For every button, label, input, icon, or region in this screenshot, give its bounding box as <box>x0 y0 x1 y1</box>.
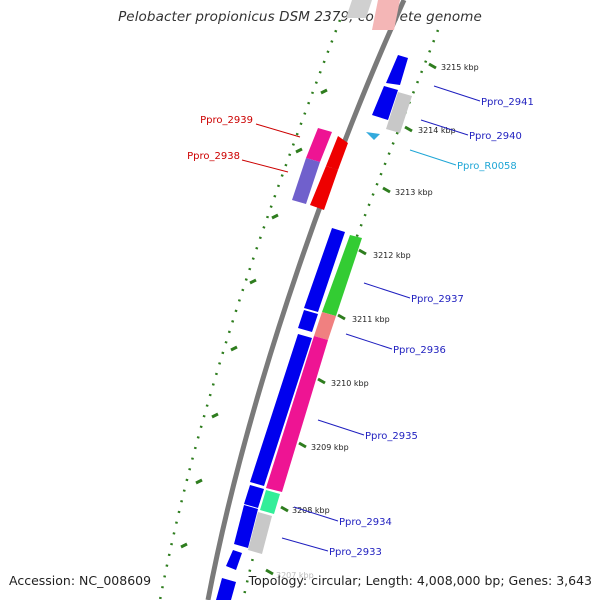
scale-tick <box>280 505 289 513</box>
gene-label: Ppro_2933 <box>329 547 382 558</box>
genome-backbone <box>205 0 407 600</box>
leader-line <box>420 119 469 136</box>
gene-feature-blue-5 <box>244 485 264 508</box>
gene-label: Ppro_2937 <box>411 294 464 305</box>
scale-label: 3207 kbp <box>276 571 314 580</box>
gene-feature-top-pink <box>372 0 400 30</box>
gene-feature-2939-magenta <box>306 128 332 162</box>
scale-label: 3212 kbp <box>373 251 411 260</box>
gene-label: Ppro_2935 <box>365 431 418 442</box>
inner-ticks <box>180 88 328 549</box>
gene-label: Ppro_R0058 <box>457 161 517 172</box>
gene-feature-2939-arrow <box>326 136 348 170</box>
gene-label: Ppro_2934 <box>339 517 392 528</box>
leader-line <box>255 123 301 138</box>
gene-label: Ppro_2941 <box>481 97 534 108</box>
scale-label: 3211 kbp <box>352 315 390 324</box>
scale-label: 3210 kbp <box>331 379 369 388</box>
accession-text: Accession: NC_008609 <box>9 573 152 588</box>
scale-label: 3208 kbp <box>292 506 330 515</box>
scale-tick <box>358 248 367 256</box>
leader-line <box>293 506 339 522</box>
scale-tick <box>337 313 346 321</box>
gene-label: Ppro_2936 <box>393 345 446 356</box>
gene-feature-2936-salmon <box>314 312 336 340</box>
gene-feature-blue-8 <box>216 578 236 600</box>
leader-line <box>345 333 393 350</box>
scale-tick <box>428 62 437 70</box>
gene-feature-2941 <box>386 55 408 85</box>
leader-line <box>433 85 481 102</box>
gene-feature-top-gray <box>346 0 372 18</box>
leader-line <box>363 282 411 299</box>
gene-label: Ppro_2939 <box>200 115 253 126</box>
gene-feature-2938-arrow <box>310 166 338 210</box>
leader-line <box>281 537 329 552</box>
gene-feature-2940-gray <box>386 92 412 133</box>
gene-feature-2937 <box>322 235 362 316</box>
scale-tick <box>265 568 274 576</box>
gene-feature-R0058 <box>366 132 380 140</box>
scale-tick <box>404 125 413 133</box>
leader-line <box>409 149 457 166</box>
gene-feature-blue-2 <box>304 228 345 312</box>
gene-feature-2935 <box>266 336 328 492</box>
scale-tick <box>298 441 307 449</box>
leader-line <box>317 419 365 436</box>
gene-feature-blue-6 <box>234 505 258 548</box>
scale-label: 3213 kbp <box>395 188 433 197</box>
leader-line <box>241 159 289 173</box>
scale-ticks <box>265 62 437 576</box>
gene-feature-2933-gray <box>248 512 272 554</box>
scale-tick <box>382 186 391 194</box>
inner-dotted-track <box>158 19 342 600</box>
scale-label: 3215 kbp <box>441 63 479 72</box>
gene-feature-blue-7 <box>226 550 242 570</box>
gene-feature-2934-mint <box>260 490 280 514</box>
gene-label: Ppro_2940 <box>469 131 522 142</box>
gene-feature-blue-1 <box>372 86 398 120</box>
scale-label: 3209 kbp <box>311 443 349 452</box>
scale-label: 3214 kbp <box>418 126 456 135</box>
genome-summary-text: Topology: circular; Length: 4,008,000 bp… <box>248 573 592 588</box>
gene-feature-2938-purple <box>292 158 320 204</box>
gene-feature-blue-3 <box>298 310 318 332</box>
gene-label: Ppro_2938 <box>187 151 240 162</box>
scale-tick <box>317 377 326 385</box>
gene-feature-blue-4 <box>250 334 312 486</box>
